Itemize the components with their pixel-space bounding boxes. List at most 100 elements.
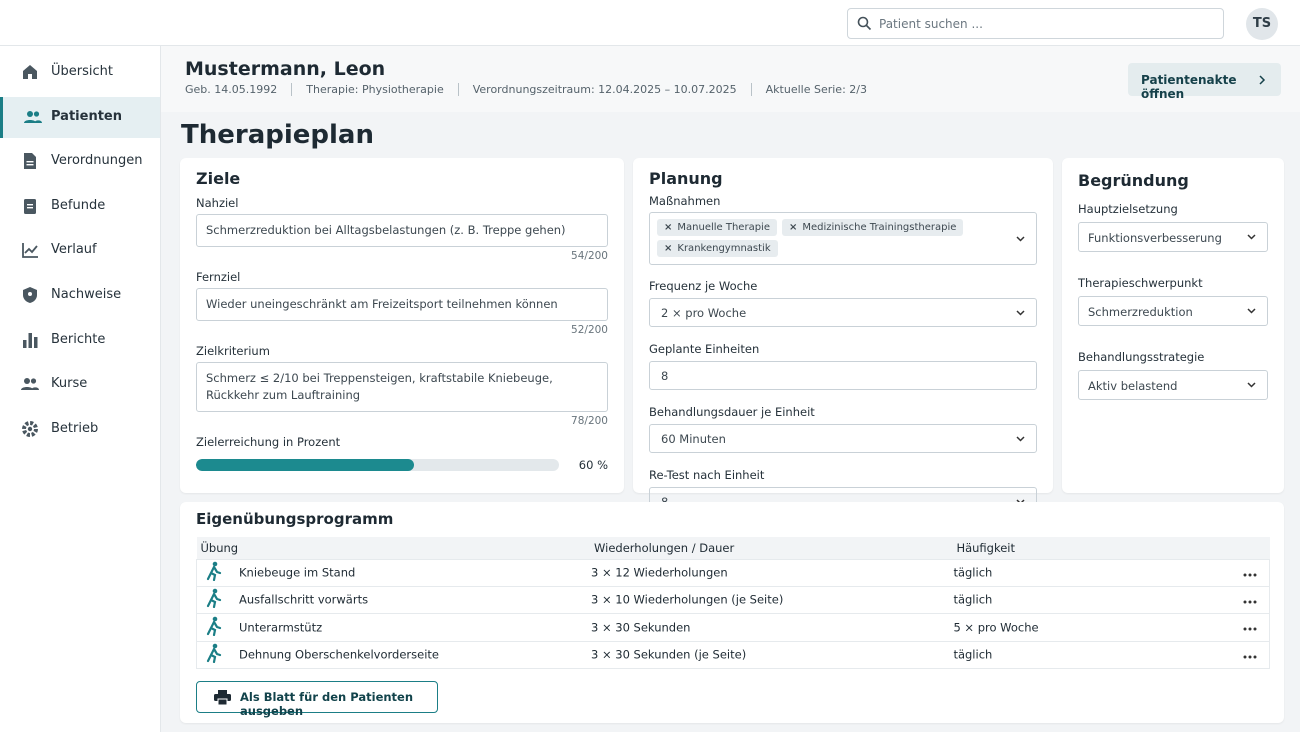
field-label: Re-Test nach Einheit bbox=[649, 468, 765, 482]
table-cell: Ausfallschritt vorwärts bbox=[197, 586, 592, 613]
rationale-card: Begründung Hauptzielsetzung Funktionsverbe… bbox=[1062, 158, 1284, 493]
meta-item: Geb. 14.05.1992 bbox=[185, 83, 278, 96]
char-counter: 52/200 bbox=[571, 324, 608, 336]
char-counter: 78/200 bbox=[571, 415, 608, 427]
select-field[interactable]: Aktiv belastend bbox=[1078, 370, 1268, 400]
text-area[interactable]: Schmerzreduktion bei Alltagsbelastungen … bbox=[196, 214, 608, 247]
cell-text: 3 × 30 Sekunden (je Seite) bbox=[591, 647, 747, 662]
field-label: Fernziel bbox=[196, 270, 241, 284]
dots bbox=[1243, 627, 1257, 631]
cell-text: täglich bbox=[953, 565, 993, 580]
row-actions[interactable] bbox=[1243, 641, 1270, 668]
exercise-row: Ausfallschritt vorwärts 3 × 10 Wiederholu… bbox=[196, 586, 1270, 613]
nav-icon-svg bbox=[22, 420, 38, 437]
nav-item[interactable]: Verlauf bbox=[0, 230, 160, 271]
sidebar: Übersicht Patienten Verordnungen Befunde Ver… bbox=[0, 46, 161, 732]
nav-icon-svg bbox=[21, 378, 39, 391]
dots bbox=[1243, 655, 1257, 658]
open-record-button[interactable]: Patientenakte öffnen bbox=[1128, 63, 1281, 101]
cell-text: 3 × 12 Wiederholungen bbox=[591, 565, 728, 580]
field-label: Behandlungsstrategie bbox=[1078, 350, 1205, 364]
exercise-icon bbox=[206, 643, 222, 664]
field-value: 2 × pro Woche bbox=[661, 306, 747, 320]
print-icon bbox=[214, 690, 231, 705]
column-actions bbox=[1243, 537, 1270, 559]
search-field[interactable]: Patient suchen ... bbox=[847, 8, 1224, 39]
progress-value: 60 % bbox=[578, 458, 608, 472]
exercise-icon bbox=[205, 561, 239, 584]
cell-text: 3 × 30 Sekunden bbox=[591, 620, 691, 635]
dropdown-chevron bbox=[1247, 382, 1256, 388]
column-header: Übung bbox=[200, 540, 239, 555]
field-label: Nahziel bbox=[196, 196, 239, 210]
nav-item[interactable]: Nachweise bbox=[0, 275, 160, 316]
dropdown-chevron bbox=[1016, 235, 1025, 242]
patient-name: Mustermann, Leon bbox=[185, 58, 386, 80]
select-field[interactable]: 60 Minuten bbox=[649, 424, 1037, 453]
table-cell: täglich bbox=[953, 641, 1243, 668]
exercise-row: Kniebeuge im Stand 3 × 12 Wiederholungen t… bbox=[196, 559, 1270, 586]
print-label: Als Blatt für den Patienten ausgeben bbox=[240, 690, 414, 718]
nav-label: Verordnungen bbox=[51, 153, 143, 169]
select-field[interactable]: Funktionsverbesserung bbox=[1078, 222, 1268, 252]
exercise-card: Eigenübungsprogramm Übung Wiederholungen /… bbox=[180, 502, 1284, 723]
dropdown-chevron bbox=[1016, 435, 1025, 442]
table-cell: Dehnung Oberschenkelvorderseite bbox=[197, 641, 592, 668]
row-actions[interactable] bbox=[1243, 613, 1270, 641]
card-title: Ziele bbox=[196, 169, 241, 188]
exercise-icon bbox=[205, 643, 239, 666]
field-label: Behandlungsdauer je Einheit bbox=[649, 405, 815, 419]
print-button[interactable]: Als Blatt für den Patienten ausgeben bbox=[196, 681, 438, 718]
tag[interactable]: × Krankengymnastik bbox=[657, 240, 778, 257]
nav-item[interactable]: Betrieb bbox=[0, 409, 160, 450]
table-cell: 5 × pro Woche bbox=[953, 613, 1243, 641]
nav-icon-svg bbox=[24, 198, 36, 214]
exercise-row: Unterarmstütz 3 × 30 Sekunden 5 × pro Woch… bbox=[196, 613, 1270, 641]
progress-row: 60 % bbox=[196, 457, 608, 473]
row-actions[interactable] bbox=[1243, 559, 1270, 586]
nav-item[interactable]: Übersicht bbox=[0, 52, 160, 93]
select-field[interactable]: Schmerzreduktion bbox=[1078, 296, 1268, 326]
table-cell: Kniebeuge im Stand bbox=[197, 559, 592, 586]
cell-text: Unterarmstütz bbox=[239, 620, 323, 634]
multi-select[interactable]: × Manuelle Therapie × Medizinische Training… bbox=[649, 212, 1037, 265]
dropdown-chevron bbox=[1247, 308, 1256, 314]
patient-meta: Geb. 14.05.1992 Therapie: Physiotherapie V… bbox=[185, 83, 881, 96]
nav-item[interactable]: Verordnungen bbox=[0, 141, 160, 182]
input-field[interactable]: 8 bbox=[649, 361, 1037, 390]
nav-item[interactable]: Kurse bbox=[0, 364, 160, 405]
more-icon bbox=[1243, 648, 1257, 662]
dropdown-chevron bbox=[1016, 309, 1025, 316]
row-actions[interactable] bbox=[1243, 586, 1270, 613]
tag[interactable]: × Medizinische Trainingstherapie bbox=[781, 219, 964, 236]
nav-item[interactable]: Patienten bbox=[0, 96, 160, 138]
tag[interactable]: × Manuelle Therapie bbox=[657, 219, 777, 236]
field-value: Aktiv belastend bbox=[1088, 379, 1178, 393]
patient-header bbox=[161, 46, 1300, 112]
exercise-icon bbox=[205, 588, 239, 611]
more-icon bbox=[1243, 620, 1257, 634]
nav-item[interactable]: Berichte bbox=[0, 320, 160, 361]
tag-label: Krankengymnastik bbox=[677, 243, 771, 254]
field-label: Geplante Einheiten bbox=[649, 342, 760, 356]
exercise-icon bbox=[206, 588, 222, 609]
cell-text: Kniebeuge im Stand bbox=[239, 565, 356, 580]
nav-icon-svg bbox=[23, 332, 38, 348]
cell-text: Ausfallschritt vorwärts bbox=[239, 592, 369, 607]
search-icon bbox=[857, 16, 872, 31]
table-cell: 3 × 12 Wiederholungen bbox=[591, 559, 953, 586]
field-label: Hauptzielsetzung bbox=[1078, 202, 1178, 216]
user-avatar[interactable]: TS bbox=[1246, 8, 1278, 40]
meta-item: Therapie: Physiotherapie bbox=[291, 83, 457, 96]
nav-item[interactable]: Befunde bbox=[0, 186, 160, 227]
text-area[interactable]: Schmerz ≤ 2/10 bei Treppensteigen, kraft… bbox=[196, 362, 608, 412]
nav-label: Verlauf bbox=[51, 242, 97, 258]
card-title: Begründung bbox=[1078, 171, 1189, 190]
text-area[interactable]: Wieder uneingeschränkt am Freizeitsport … bbox=[196, 288, 608, 321]
nav-label: Betrieb bbox=[51, 420, 99, 436]
cell-text: 5 × pro Woche bbox=[953, 620, 1039, 635]
select-field[interactable]: 2 × pro Woche bbox=[649, 298, 1037, 327]
progress-track bbox=[196, 459, 559, 471]
tag-label: Medizinische Trainingstherapie bbox=[802, 222, 957, 233]
